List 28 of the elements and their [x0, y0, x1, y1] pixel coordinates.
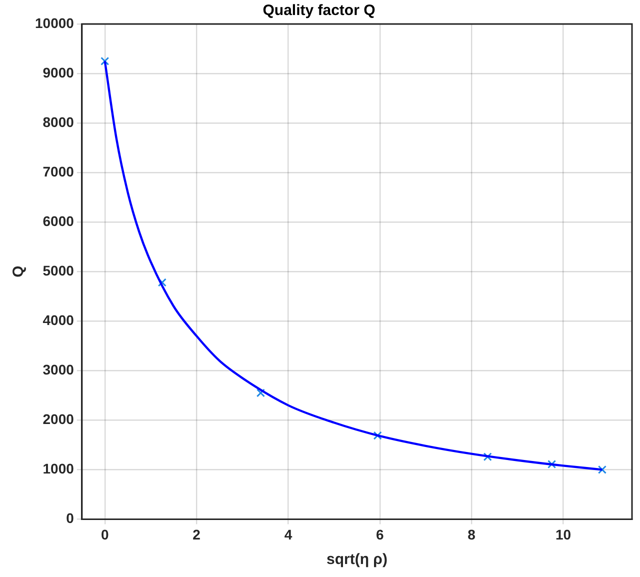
y-tick-label: 4000: [42, 312, 74, 328]
x-tick-label: 0: [100, 526, 109, 542]
point: [373, 431, 382, 440]
y-axis-title: Q: [10, 265, 28, 278]
point: [598, 465, 606, 474]
y-tick-label: 3000: [42, 362, 74, 378]
y-tick-label: 5000: [42, 262, 74, 278]
y-tick-label: 0: [66, 510, 74, 526]
y-tick-label: 8000: [42, 114, 74, 130]
x-tick-label: 8: [468, 526, 476, 542]
x-tick-label: 2: [192, 526, 201, 542]
y-tick-label: 7000: [42, 163, 74, 180]
y-tick-label: 2000: [42, 411, 74, 428]
point: [158, 278, 166, 287]
chart-title: Quality factor Q: [262, 2, 376, 20]
y-tick-label: 6000: [42, 212, 74, 229]
y-tick-label: 1000: [42, 460, 74, 477]
y-tick-label: 9000: [42, 64, 74, 80]
y-tick-label: 10000: [34, 14, 74, 31]
x-axis-title: sqrt(η ρ): [326, 551, 388, 568]
x-tick-label: 4: [284, 526, 292, 542]
point: [547, 460, 556, 469]
line-series: [104, 60, 604, 471]
x-tick-label: 10: [555, 526, 572, 542]
point: [256, 388, 265, 398]
x-tick-label: 6: [376, 526, 384, 542]
point: [483, 452, 492, 462]
point: [100, 56, 110, 66]
